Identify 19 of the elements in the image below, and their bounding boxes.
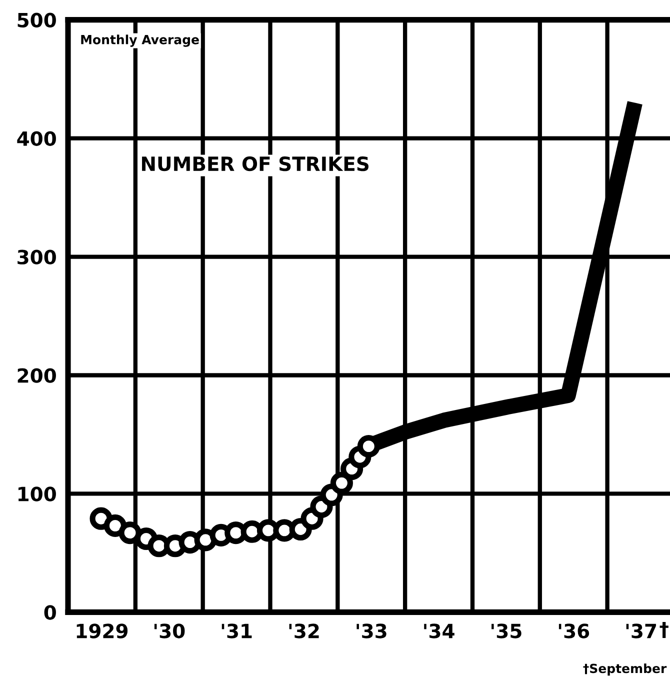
annotation: Monthly Average <box>81 34 199 47</box>
y-tick-label: 200 <box>18 368 56 383</box>
y-tick-label: 300 <box>18 250 56 264</box>
y-tick-label: 100 <box>18 486 56 502</box>
y-tick-label: 0 <box>44 605 56 620</box>
text: †September <box>583 663 667 676</box>
x-tick-label: '34 <box>424 624 454 638</box>
x-tick-label: '33 <box>356 624 386 638</box>
y-tick-label: 400 <box>17 131 56 146</box>
x-tick-label: '30 <box>154 624 185 638</box>
x-tick-label: '32 <box>289 624 319 638</box>
text: † <box>660 622 668 638</box>
x-tick-label: '37 <box>626 624 656 638</box>
x-tick-label: 1929 <box>76 624 128 638</box>
x-tick-label: '31 <box>222 624 252 638</box>
x-tick-label: '36 <box>558 624 590 638</box>
annotation: NUMBER OF STRIKES <box>142 156 368 172</box>
x-tick-label: '35 <box>492 624 522 638</box>
y-tick-label: 500 <box>18 12 56 28</box>
